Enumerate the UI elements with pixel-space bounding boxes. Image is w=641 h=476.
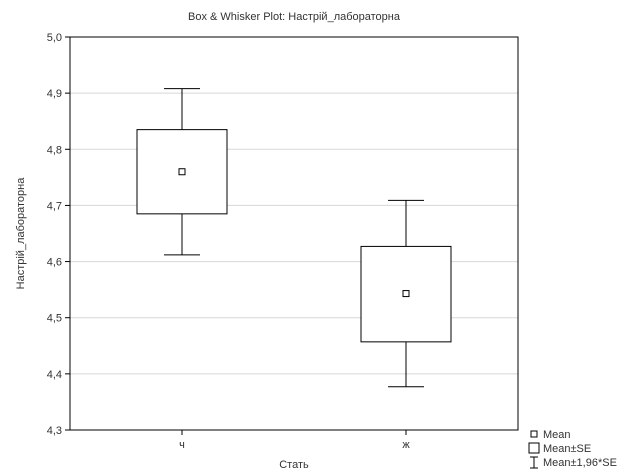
y-axis-label: Настрій_лабораторна — [15, 177, 27, 290]
legend-mean-label: Mean — [543, 429, 571, 441]
y-tick-label: 4,8 — [47, 144, 62, 156]
legend-ci-label: Mean±1,96*SE — [543, 457, 617, 469]
x-tick-label: ж — [402, 439, 410, 451]
legend-se-label: Mean±SE — [543, 443, 591, 455]
mean-marker — [402, 290, 410, 298]
y-tick-label: 4,5 — [47, 313, 62, 325]
x-tick-label: ч — [179, 439, 185, 451]
y-tick-label: 5,0 — [47, 32, 62, 44]
legend-se-swatch — [528, 442, 540, 454]
y-tick-label: 4,9 — [47, 88, 62, 100]
y-axis-ticks: 4,3 4,4 4,5 4,6 4,7 4,8 4,9 5,0 — [47, 32, 70, 437]
legend-mean-swatch — [530, 430, 538, 438]
legend: Mean Mean±SE Mean±1,96*SE — [528, 429, 617, 469]
y-tick-label: 4,7 — [47, 200, 62, 212]
x-axis-label: Стать — [279, 459, 309, 471]
plot-frame — [69, 36, 519, 431]
y-tick-label: 4,4 — [47, 369, 62, 381]
y-tick-label: 4,6 — [47, 257, 62, 269]
chart-title: Box & Whisker Plot: Настрій_лабораторна — [188, 11, 401, 23]
box-series — [136, 88, 452, 388]
mean-marker — [178, 168, 186, 176]
y-tick-label: 4,3 — [47, 425, 62, 437]
